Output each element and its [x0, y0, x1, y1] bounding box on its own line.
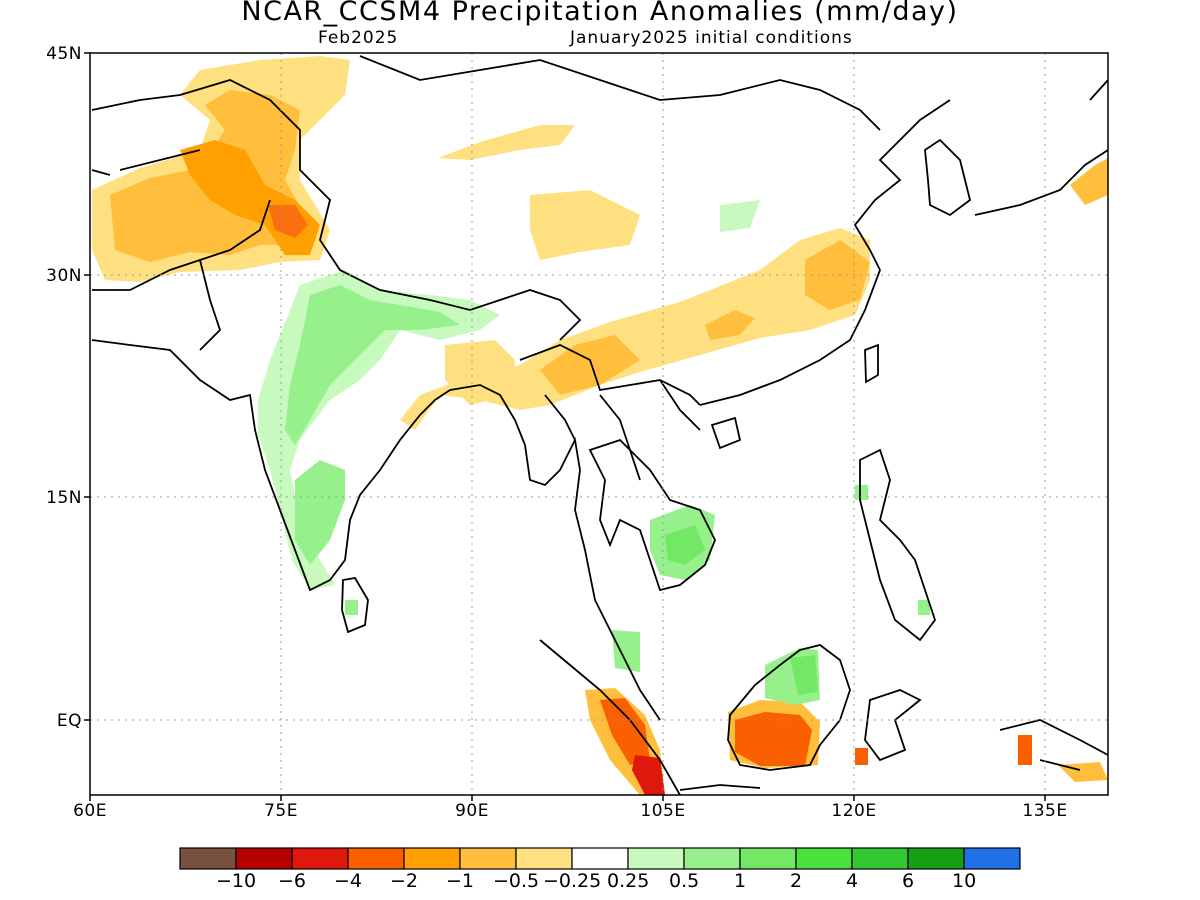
color-scale-box-7 [571, 847, 629, 870]
color-scale-label: −4 [334, 870, 363, 892]
color-scale-label: 10 [952, 870, 977, 892]
color-scale-label: 4 [846, 870, 859, 892]
shade-japan [1070, 158, 1108, 205]
map-title: NCAR_CCSM4 Precipitation Anomalies (mm/d… [241, 0, 959, 27]
lon-label-105e: 105E [640, 801, 686, 821]
coast-sumatra [539, 639, 681, 795]
lat-label-30n: 30N [46, 266, 82, 286]
color-scale-label: −6 [278, 870, 307, 892]
border-mongolia [359, 55, 881, 131]
border-central-asia [91, 94, 201, 176]
shade-malaya-wet [612, 630, 640, 672]
lon-label-75e: 75E [264, 801, 298, 821]
shade-tibet-band [530, 190, 640, 260]
shade-sulawesi-dry [855, 748, 868, 765]
coast-bay-bengal-east [449, 384, 661, 721]
coast-borneo [727, 644, 851, 771]
color-scale-box-8 [627, 847, 685, 870]
shade-china-band-mid [540, 335, 640, 395]
color-scale-label: 2 [790, 870, 803, 892]
coast-papua [999, 719, 1108, 771]
color-scale-label: 0.25 [607, 870, 650, 892]
shade-sumatra-strong [600, 698, 650, 765]
border-himalaya [179, 79, 582, 341]
shade-deccan-wet [295, 460, 345, 565]
color-scale-box-5 [459, 847, 517, 870]
tick-marks [84, 52, 1046, 801]
coast-china [699, 99, 951, 406]
lon-label-120e: 120E [831, 801, 877, 821]
shade-china-east-mid [705, 310, 755, 340]
shade-tibet-wet [720, 200, 760, 232]
anomaly-shading [92, 56, 1108, 795]
color-scale-box-1 [235, 847, 293, 870]
shade-north-band [438, 125, 575, 160]
color-scale-label: −1 [446, 870, 475, 892]
coast-korea [924, 138, 972, 217]
shade-china-band [400, 228, 870, 430]
shade-philippines-wet [345, 485, 930, 615]
coast-taiwan [864, 343, 879, 384]
color-scale-box-10 [739, 847, 797, 870]
color-scale-box-4 [403, 847, 461, 870]
lon-label-90e: 90E [455, 801, 489, 821]
lat-label-45n: 45N [46, 44, 82, 64]
forecast-month: Feb2025 [318, 28, 399, 48]
coast-japan [974, 79, 1108, 216]
shade-sumatra-max [632, 755, 665, 795]
lat-label-15n: 15N [46, 488, 82, 508]
shade-india-wet-mid [285, 285, 460, 445]
color-scale-label: −0.25 [543, 870, 602, 892]
coast-indochina [588, 438, 716, 592]
lon-label-135e: 135E [1022, 801, 1068, 821]
color-scale-label: −2 [390, 870, 419, 892]
border-myanmar-thai [544, 379, 701, 481]
color-scale-box-11 [795, 847, 853, 870]
color-scale-box-9 [683, 847, 741, 870]
coast-sulawesi [864, 689, 922, 762]
lat-label-eq: EQ [56, 711, 82, 731]
color-scale-label: −0.5 [493, 870, 540, 892]
shade-borneo-wet-mid [790, 655, 818, 695]
initial-conditions: January2025 initial conditions [570, 28, 853, 48]
map-frame [89, 52, 1109, 796]
coast-philippines [859, 448, 937, 642]
shade-borneo-strong [735, 712, 812, 766]
shade-papua-dry [1058, 762, 1108, 782]
coastlines [91, 55, 1108, 795]
color-scale-box-13 [907, 847, 965, 870]
color-scale-box-14 [963, 847, 1021, 870]
color-scale-label: 0.5 [669, 870, 700, 892]
lon-label-60e: 60E [73, 801, 107, 821]
border-china-south [519, 344, 701, 406]
coast-hainan [710, 416, 742, 450]
color-scale-box-0 [179, 847, 237, 870]
color-scale-box-2 [291, 847, 349, 870]
color-scale-box-6 [515, 847, 573, 870]
color-scale-label: −10 [216, 870, 257, 892]
color-scale [179, 847, 1021, 870]
border-pakistan [92, 199, 271, 351]
coast-java [679, 784, 761, 791]
shade-indochina-wet-mid [665, 525, 705, 565]
color-scale-box-3 [347, 847, 405, 870]
color-scale-label: 6 [902, 870, 915, 892]
coast-srilanka [341, 577, 369, 634]
color-scale-label: 1 [734, 870, 747, 892]
gridlines [90, 53, 1108, 795]
shade-moluccas-dry [1018, 735, 1032, 765]
shade-kashmir-max [268, 205, 308, 238]
coast-india [91, 339, 451, 592]
color-scale-box-12 [851, 847, 909, 870]
